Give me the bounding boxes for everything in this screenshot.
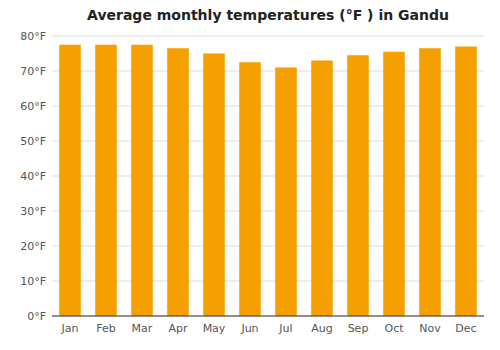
y-tick-label: 30°F [20, 205, 46, 218]
bar [311, 61, 333, 317]
bar [275, 68, 297, 317]
chart-container: Average monthly temperatures (°F ) in Ga… [0, 0, 500, 350]
bar [59, 45, 81, 316]
bar [167, 48, 189, 316]
bar [131, 45, 153, 316]
bar [419, 48, 441, 316]
x-tick-label: Feb [96, 322, 115, 335]
x-tick-label: May [203, 322, 226, 335]
grid-line [52, 316, 484, 317]
x-axis: Jan Feb Mar Apr May Jun Jul Aug Sep Oct Nov Dec [52, 316, 484, 335]
bar [455, 47, 477, 317]
x-tick-label: Jul [278, 322, 292, 335]
bar [383, 52, 405, 316]
y-tick-label: 70°F [20, 65, 46, 78]
x-tick-label: Mar [132, 322, 153, 335]
grid-line [52, 36, 484, 37]
x-tick-label: Apr [168, 322, 188, 335]
x-tick-label: Aug [311, 322, 332, 335]
y-tick-label: 60°F [20, 100, 46, 113]
title: Average monthly temperatures (°F ) in Ga… [87, 7, 449, 23]
y-axis: 0°F 10°F 20°F 30°F 40°F 50°F 60°F 70°F 80°F [20, 30, 46, 323]
y-tick-label: 40°F [20, 170, 46, 183]
chart: Average monthly temperatures (°F ) in Ga… [0, 0, 500, 350]
y-tick-label: 80°F [20, 30, 46, 43]
bar [203, 54, 225, 317]
grid [52, 36, 484, 316]
x-tick-label: Jan [61, 322, 79, 335]
y-tick-label: 0°F [27, 310, 46, 323]
y-tick-label: 50°F [20, 135, 46, 148]
x-tick-label: Dec [455, 322, 476, 335]
x-axis-line [52, 316, 484, 317]
x-tick-label: Sep [348, 322, 369, 335]
bar [239, 62, 261, 316]
x-tick-label: Jun [240, 322, 258, 335]
x-tick-label: Nov [419, 322, 441, 335]
bars [59, 45, 477, 316]
bar [347, 55, 369, 316]
bar [95, 45, 117, 316]
y-tick-label: 10°F [20, 275, 46, 288]
x-tick-label: Oct [384, 322, 404, 335]
y-tick-label: 20°F [20, 240, 46, 253]
